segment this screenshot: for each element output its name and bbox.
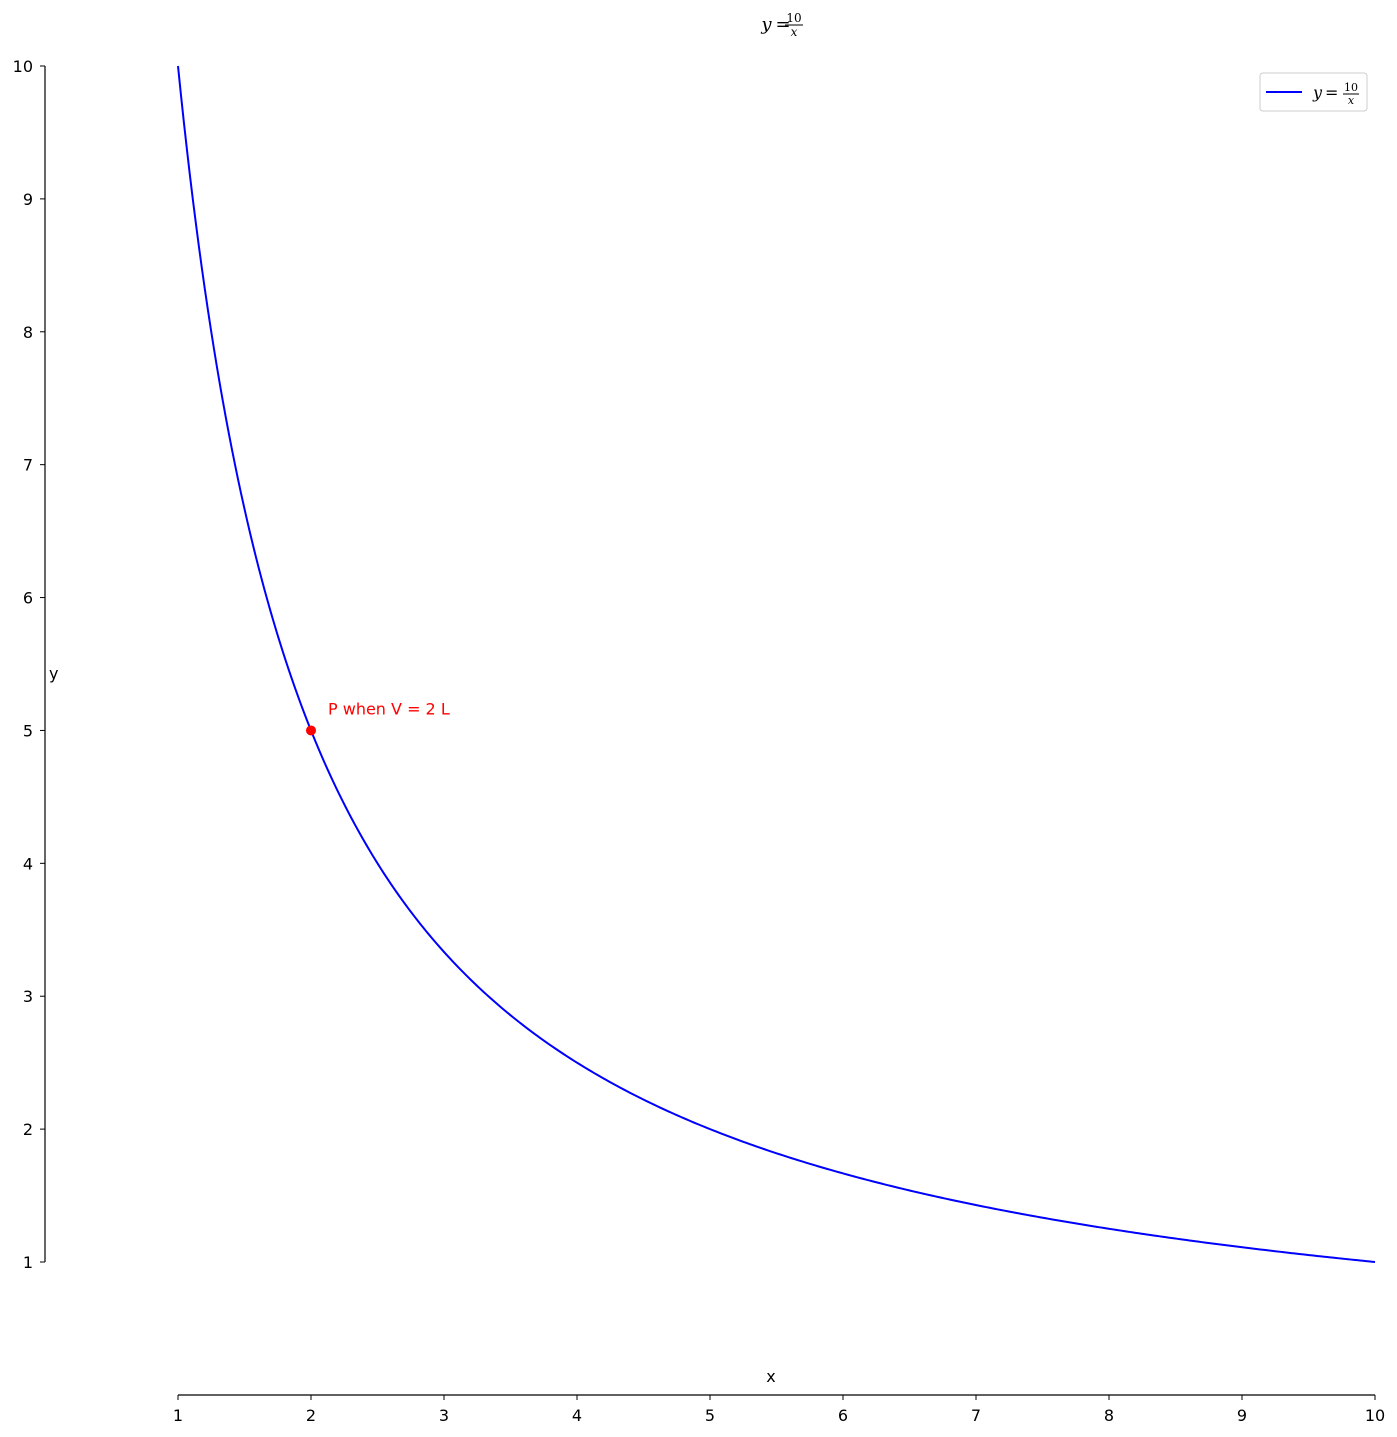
y-tick-label: 9 [23,190,33,209]
x-tick-label: 10 [1365,1406,1385,1425]
x-tick-label: 8 [1104,1406,1114,1425]
y-axis-ticks: 1 2 3 4 5 6 7 8 9 10 [13,57,45,1272]
legend-label-numerator: 10 [1344,81,1358,94]
y-tick-label: 5 [23,721,33,740]
y-tick-label: 3 [23,987,33,1006]
y-tick-label: 6 [23,589,33,608]
x-tick-label: 9 [1237,1406,1247,1425]
x-axis-ticks: 1 2 3 4 5 6 7 8 9 10 [173,1395,1385,1425]
x-axis-label: x [766,1367,775,1386]
legend-frame [1259,72,1368,112]
legend-label: y = [1312,83,1338,102]
y-tick-label: 1 [23,1253,33,1272]
x-tick-label: 2 [306,1406,316,1425]
x-tick-label: 5 [705,1406,715,1425]
annotation-point [306,725,316,736]
x-tick-label: 4 [572,1406,582,1425]
y-tick-label: 10 [13,57,33,76]
y-axis-label: y [49,664,58,683]
chart-title-denominator: x [791,25,798,39]
series-line [177,65,1376,1263]
x-tick-label: 3 [439,1406,449,1425]
legend: y = 10 x [1259,72,1368,112]
annotation-label: P when V = 2 L [328,699,450,718]
x-tick-label: 6 [838,1406,848,1425]
y-tick-label: 4 [23,854,33,873]
x-tick-label: 7 [971,1406,981,1425]
x-tick-label: 1 [173,1406,183,1425]
y-tick-label: 2 [23,1120,33,1139]
legend-label-denominator: x [1348,94,1355,107]
y-tick-label: 7 [23,456,33,475]
y-tick-label: 8 [23,323,33,342]
chart-title: y = [760,14,790,35]
chart-title-numerator: 10 [786,11,801,25]
